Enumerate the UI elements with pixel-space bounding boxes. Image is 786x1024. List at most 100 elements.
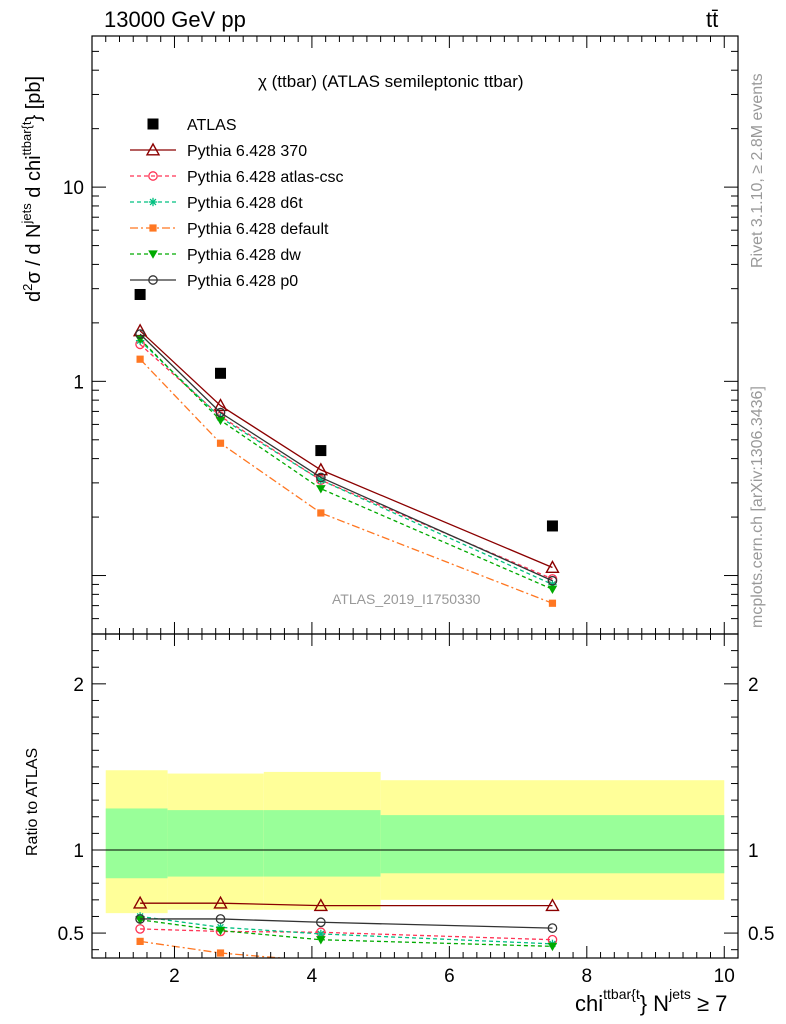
- legend-entry-2: Pythia 6.428 d6t: [130, 195, 303, 212]
- ratio-series-0-point-2: [313, 898, 329, 912]
- legend-marker-1: [148, 171, 158, 181]
- main-series-5-point-0: [135, 329, 145, 339]
- ratio-series-lines: [132, 895, 560, 958]
- ratio-panel-frame: [91, 633, 739, 959]
- main-series-3-point-2: [317, 509, 325, 517]
- atlas-data-point-2: [315, 445, 327, 457]
- main-y-tick-label: 10: [63, 178, 84, 199]
- ratio-series-5-point-2: [315, 917, 326, 928]
- x-tick-label: 4: [307, 966, 318, 987]
- x-tick-label: 2: [169, 966, 180, 987]
- ratio-y-axis-label: Ratio to ATLAS: [24, 748, 41, 856]
- ratio-series-3-point-1: [216, 949, 225, 957]
- legend-label-3: Pythia 6.428 default: [187, 221, 329, 238]
- legend-entry-1: Pythia 6.428 atlas-csc: [130, 169, 344, 186]
- main-series-3-point-1: [216, 439, 225, 447]
- legend-label-2: Pythia 6.428 d6t: [187, 195, 303, 212]
- legend-entry-0: Pythia 6.428 370: [130, 142, 307, 160]
- main-series-5-point-2: [315, 472, 326, 483]
- legend-label-4: Pythia 6.428 dw: [187, 247, 301, 264]
- main-series-0-point-2: [313, 462, 329, 476]
- axes-frame: [91, 35, 739, 959]
- ratio-y-tick-label-right: 2: [748, 675, 759, 696]
- legend-marker-5: [148, 275, 158, 285]
- legend-label-5: Pythia 6.428 p0: [187, 273, 298, 290]
- ratio-series-5-point-1: [215, 914, 226, 924]
- legend-entry-4: Pythia 6.428 dw: [130, 247, 301, 264]
- chart-title: χ (ttbar) (ATLAS semileptonic ttbar): [258, 72, 524, 91]
- main-series-4-point-2: [316, 485, 326, 494]
- legend-entry-ATLAS: ATLAS: [147, 117, 237, 134]
- ratio-series-4-point-2: [316, 936, 326, 945]
- main-series-line-2: [139, 340, 553, 586]
- legend-marker-0: [145, 142, 161, 156]
- ratio-series-3-point-0: [136, 937, 144, 945]
- main-series-5-point-1: [215, 407, 226, 418]
- main-series-line-5: [139, 333, 553, 582]
- ratio-band-inner-1: [167, 810, 264, 877]
- main-series-line-3: [139, 358, 553, 604]
- main-series-lines: [132, 288, 560, 607]
- ratio-series-1-point-0: [135, 924, 145, 934]
- x-tick-label: 8: [582, 966, 593, 987]
- ratio-series-0-point-3: [545, 898, 560, 912]
- main-series-3-point-0: [136, 355, 144, 363]
- ratio-band-inner-0: [105, 808, 168, 879]
- legend-label-1: Pythia 6.428 atlas-csc: [187, 169, 344, 186]
- ratio-uncertainty-bands: [92, 770, 738, 914]
- analysis-tag-label: ATLAS_2019_I1750330: [332, 591, 481, 607]
- main-y-axis-label: d2σ / d Njets d chittbar{t} [pb]: [19, 76, 45, 302]
- rivet-version-label: Rivet 3.1.10, ≥ 2.8M events: [749, 73, 766, 268]
- ratio-series-line-5: [140, 918, 553, 929]
- ratio-series-2-point-2: [316, 929, 326, 939]
- atlas-data-point-0: [134, 288, 146, 300]
- legend-label-0: Pythia 6.428 370: [187, 143, 307, 160]
- axis-ticks: 2 4 6 8 10 1 10 0.5 0.5 1 1 2 2: [58, 35, 774, 987]
- x-axis-label: chittbar{t} Njets ≥ 7: [575, 986, 727, 1016]
- ratio-series-0-point-1: [213, 895, 228, 909]
- main-y-tick-label: 1: [73, 372, 84, 393]
- legend-entry-3: Pythia 6.428 default: [130, 221, 329, 238]
- ratio-y-tick-label: 1: [73, 841, 84, 862]
- ratio-band-inner-3: [380, 815, 725, 874]
- x-tick-label: 6: [444, 966, 455, 987]
- ratio-series-4-point-3: [547, 942, 558, 952]
- ratio-band-inner-2: [263, 810, 381, 877]
- header-process-label: tt̄: [706, 7, 718, 32]
- ratio-series-line-1: [140, 928, 553, 941]
- main-series-0-point-3: [545, 560, 560, 573]
- main-series-line-0: [139, 330, 553, 569]
- legend-marker-3: [149, 224, 157, 232]
- ratio-series-4-point-0: [135, 916, 145, 925]
- ratio-series-0-point-0: [132, 895, 148, 909]
- ratio-series-line-0: [140, 902, 553, 907]
- legend-marker-4: [148, 250, 158, 259]
- ratio-y-tick-label: 0.5: [58, 924, 84, 945]
- main-series-0-point-1: [213, 398, 228, 412]
- header-collision-label: 13000 GeV pp: [104, 7, 246, 32]
- legend-label-ATLAS: ATLAS: [187, 117, 237, 134]
- main-series-line-4: [139, 338, 553, 590]
- source-reference-label: mcplots.cern.ch [arXiv:1306.3436]: [749, 386, 766, 628]
- ratio-series-4-point-1: [215, 926, 226, 936]
- main-series-4-point-3: [547, 585, 558, 595]
- main-series-3-point-3: [548, 599, 557, 607]
- ratio-y-tick-label-right: 0.5: [748, 924, 774, 945]
- ratio-y-tick-label-right: 1: [748, 841, 759, 862]
- ratio-y-tick-label: 2: [73, 675, 84, 696]
- atlas-data-point-3: [546, 520, 558, 532]
- main-series-line-1: [139, 343, 553, 580]
- atlas-data-point-1: [215, 367, 227, 379]
- ratio-series-line-4: [140, 919, 553, 948]
- x-tick-label: 10: [714, 966, 735, 987]
- legend-marker-ATLAS: [147, 118, 159, 130]
- legend-entry-5: Pythia 6.428 p0: [130, 273, 298, 290]
- main-series-5-point-3: [547, 575, 558, 586]
- legend-marker-2: [148, 197, 158, 207]
- main-series-4-point-1: [215, 416, 226, 426]
- ratio-series-line-2: [140, 915, 553, 945]
- ratio-series-5-point-0: [135, 914, 145, 924]
- ratio-series-3-point-2: [317, 957, 325, 958]
- ratio-series-5-point-3: [547, 923, 558, 933]
